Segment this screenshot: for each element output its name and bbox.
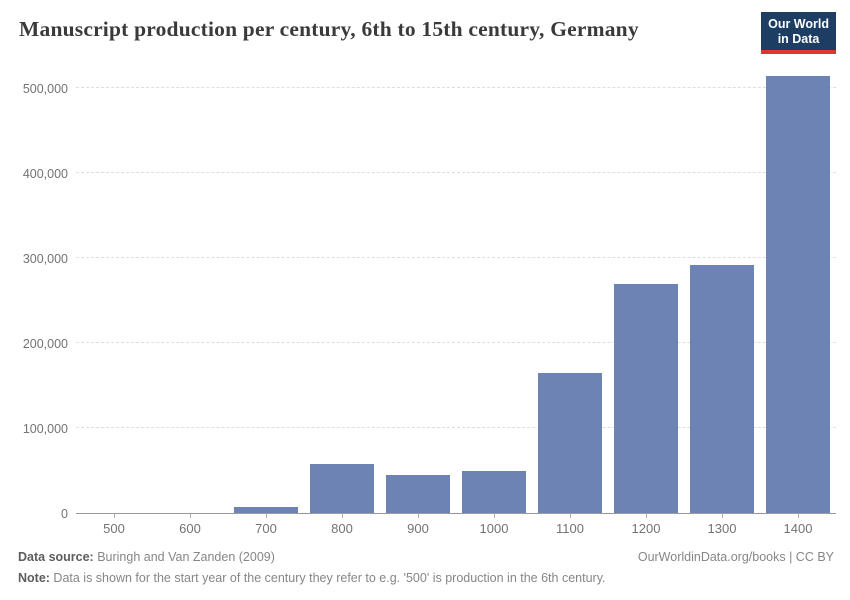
bar-slot-1300 <box>684 70 760 513</box>
data-source: Data source: Buringh and Van Zanden (200… <box>18 547 275 567</box>
bar-slot-800 <box>304 70 380 513</box>
plot-row: 0 100,000 200,000 300,000 400,000 500,000 <box>16 70 836 521</box>
y-tick-label-400,000: 400,000 <box>22 167 68 181</box>
bar-slot-1200 <box>608 70 684 513</box>
footer-row: Data source: Buringh and Van Zanden (200… <box>18 547 834 567</box>
data-source-label: Data source: <box>18 550 94 564</box>
y-tick-label-500,000: 500,000 <box>22 82 68 96</box>
x-tick-label-1300: 1300 <box>707 521 737 536</box>
chart-header: Manuscript production per century, 6th t… <box>16 12 836 64</box>
x-tick-label-1200: 1200 <box>631 521 661 536</box>
gridline-400,000 <box>76 172 836 173</box>
gridline-200,000 <box>76 342 836 343</box>
x-tick-label-500: 500 <box>103 521 125 536</box>
x-tick-1000 <box>493 514 495 518</box>
owid-license-link[interactable]: OurWorldinData.org/books | CC BY <box>637 550 834 564</box>
x-tick-label-900: 900 <box>407 521 429 536</box>
note-label: Note: <box>18 571 50 585</box>
x-axis: 500 600 700 800 900 1000 1100 1200 1300 1400 <box>76 514 836 536</box>
y-tick-label-100,000: 100,000 <box>22 422 68 436</box>
x-tick-500 <box>113 514 115 518</box>
x-cell-800: 800 <box>304 514 380 536</box>
gridline-500,000 <box>76 87 836 88</box>
x-tick-label-700: 700 <box>255 521 277 536</box>
bar-slot-900 <box>380 70 456 513</box>
bar-1100[interactable] <box>538 372 602 513</box>
owid-logo-line1: Our World <box>768 16 829 31</box>
x-tick-900 <box>417 514 419 518</box>
bars-container <box>76 70 836 513</box>
x-tick-label-1100: 1100 <box>556 521 584 536</box>
note: Note: Data is shown for the start year o… <box>18 568 834 588</box>
x-tick-1100 <box>569 514 571 518</box>
bar-slot-1400 <box>760 70 836 513</box>
x-tick-label-1400: 1400 <box>783 521 813 536</box>
x-cell-1400: 1400 <box>760 514 836 536</box>
x-tick-label-800: 800 <box>331 521 353 536</box>
x-cell-1300: 1300 <box>684 514 760 536</box>
y-axis: 0 100,000 200,000 300,000 400,000 500,000 <box>16 70 76 521</box>
owid-logo[interactable]: Our World in Data <box>761 12 836 54</box>
bar-1400[interactable] <box>766 76 830 513</box>
data-source-text: Buringh and Van Zanden (2009) <box>93 550 275 564</box>
x-tick-600 <box>189 514 191 518</box>
bar-slot-1100 <box>532 70 608 513</box>
plot-area <box>76 70 836 514</box>
x-cell-1000: 1000 <box>456 514 532 536</box>
bar-800[interactable] <box>310 463 374 513</box>
x-tick-1400 <box>797 514 799 518</box>
bar-slot-1000 <box>456 70 532 513</box>
bar-700[interactable] <box>234 507 298 513</box>
x-tick-1300 <box>721 514 723 518</box>
chart-footer: Data source: Buringh and Van Zanden (200… <box>16 547 836 590</box>
x-cell-1200: 1200 <box>608 514 684 536</box>
y-tick-label-200,000: 200,000 <box>22 337 68 351</box>
gridline-100,000 <box>76 427 836 428</box>
x-cell-600: 600 <box>152 514 228 536</box>
bar-900[interactable] <box>386 474 450 513</box>
x-cell-1100: 1100 <box>532 514 608 536</box>
x-tick-700 <box>265 514 267 518</box>
x-cell-900: 900 <box>380 514 456 536</box>
gridline-300,000 <box>76 257 836 258</box>
y-tick-label-0: 0 <box>61 507 68 521</box>
bar-slot-700 <box>228 70 304 513</box>
x-tick-800 <box>341 514 343 518</box>
bar-chart: 0 100,000 200,000 300,000 400,000 500,000 500… <box>16 70 836 536</box>
x-cell-700: 700 <box>228 514 304 536</box>
y-tick-label-300,000: 300,000 <box>22 252 68 266</box>
bar-1000[interactable] <box>462 471 526 513</box>
chart-title: Manuscript production per century, 6th t… <box>19 17 639 41</box>
x-cell-500: 500 <box>76 514 152 536</box>
x-tick-1200 <box>645 514 647 518</box>
bar-slot-600 <box>152 70 228 513</box>
owid-logo-line2: in Data <box>777 31 820 46</box>
x-tick-label-1000: 1000 <box>479 521 509 536</box>
bar-slot-500 <box>76 70 152 513</box>
note-text: Data is shown for the start year of the … <box>49 571 606 585</box>
bar-1200[interactable] <box>614 284 678 513</box>
bar-1300[interactable] <box>690 264 754 513</box>
x-tick-label-600: 600 <box>179 521 201 536</box>
